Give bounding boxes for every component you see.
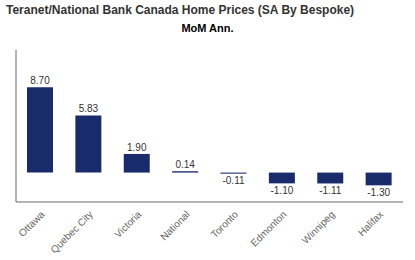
svg-text:Winnipeg: Winnipeg xyxy=(300,209,337,246)
svg-text:Toronto: Toronto xyxy=(209,208,241,240)
svg-text:Ottawa: Ottawa xyxy=(16,208,46,238)
svg-text:0.14: 0.14 xyxy=(175,159,195,170)
svg-text:-1.30: -1.30 xyxy=(367,187,390,198)
html-text:MoM Ann.: MoM Ann. xyxy=(181,22,234,34)
svg-text:8.70: 8.70 xyxy=(30,75,50,86)
svg-text:5.83: 5.83 xyxy=(79,103,99,114)
svg-text:Victoria: Victoria xyxy=(112,208,144,240)
svg-text:Halifax: Halifax xyxy=(356,209,385,238)
svg-text:Quebec City: Quebec City xyxy=(48,209,95,256)
svg-text:Edmonton: Edmonton xyxy=(248,209,288,249)
html-text:Teranet/National Bank Canada H: Teranet/National Bank Canada Home Prices… xyxy=(6,3,355,17)
svg-text:National: National xyxy=(158,209,192,243)
svg-text:-0.11: -0.11 xyxy=(222,175,244,186)
svg-text:-1.11: -1.11 xyxy=(319,185,341,196)
svg-text:-1.10: -1.10 xyxy=(270,185,293,196)
svg-text:1.90: 1.90 xyxy=(127,142,147,153)
